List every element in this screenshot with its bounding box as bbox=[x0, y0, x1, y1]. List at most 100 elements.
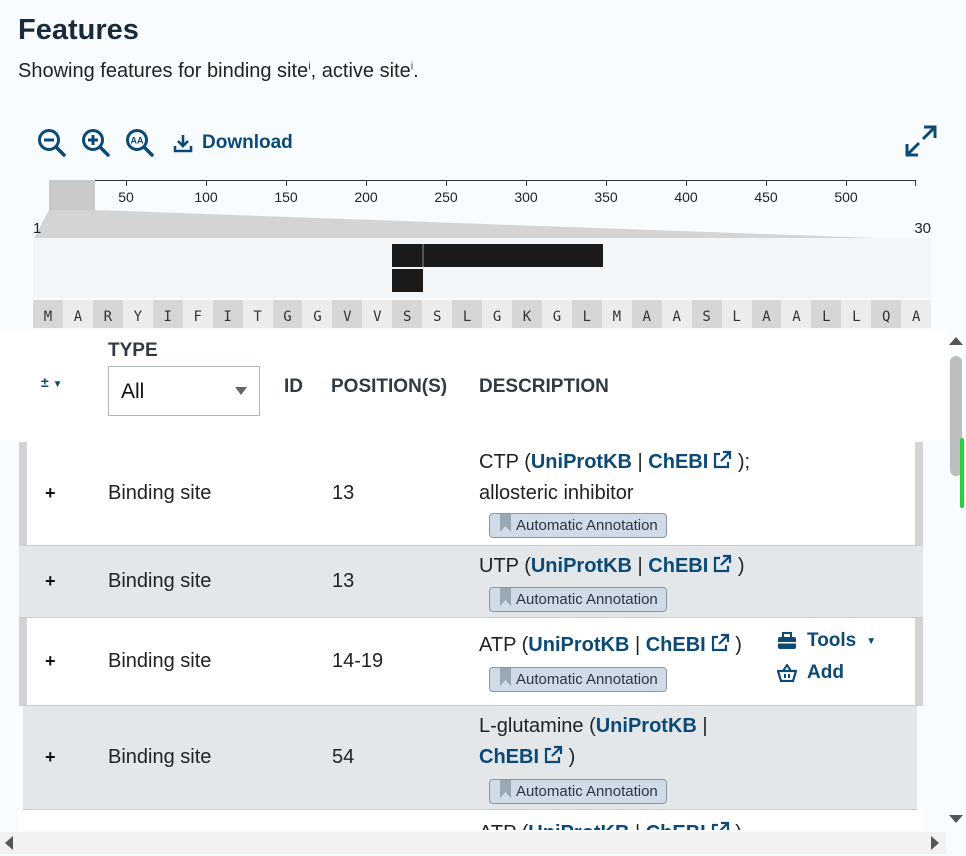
caret-down-icon: ▼ bbox=[866, 635, 877, 647]
evidence-badge[interactable]: Automatic Annotation bbox=[489, 667, 667, 692]
scroll-right-icon[interactable] bbox=[928, 833, 942, 853]
table-row: + Binding site 13 UTP (UniProtKB | ChEBI… bbox=[19, 546, 923, 618]
residue[interactable]: T bbox=[242, 300, 273, 328]
feature-type: Binding site bbox=[108, 570, 212, 592]
feature-type: Binding site bbox=[108, 650, 212, 672]
residue[interactable]: V bbox=[332, 300, 363, 328]
ruler-tick bbox=[446, 180, 447, 186]
navigation-brush[interactable] bbox=[49, 180, 95, 212]
ruler-tick bbox=[126, 180, 127, 186]
subtitle-prefix: Showing features for bbox=[18, 60, 207, 82]
residue[interactable]: A bbox=[62, 300, 93, 328]
feature-bar[interactable] bbox=[392, 244, 603, 267]
residue[interactable]: R bbox=[92, 300, 123, 328]
vertical-scrollbar[interactable] bbox=[946, 332, 966, 830]
scroll-left-icon[interactable] bbox=[2, 833, 16, 853]
info-icon[interactable]: i bbox=[410, 60, 414, 73]
residue[interactable]: I bbox=[152, 300, 183, 328]
evidence-badge[interactable]: Automatic Annotation bbox=[489, 587, 667, 612]
residue[interactable]: A bbox=[901, 300, 932, 328]
table-row: ATP (UniProtKB | ChEBI ) bbox=[19, 810, 923, 830]
info-icon[interactable]: i bbox=[308, 60, 311, 73]
residue[interactable]: L bbox=[841, 300, 872, 328]
residue[interactable]: Q bbox=[871, 300, 902, 328]
residue[interactable]: G bbox=[302, 300, 333, 328]
expand-row-button[interactable]: + bbox=[45, 571, 56, 591]
download-button[interactable]: Download bbox=[172, 132, 293, 154]
ruler-tick-label: 250 bbox=[434, 189, 458, 205]
uniprotkb-link[interactable]: UniProtKB bbox=[530, 451, 632, 473]
residue[interactable]: G bbox=[482, 300, 512, 328]
scroll-down-icon[interactable] bbox=[946, 812, 966, 826]
chebi-link[interactable]: ChEBI bbox=[645, 634, 706, 656]
ligand-name: UTP bbox=[479, 555, 519, 577]
ruler-tick-label: 450 bbox=[754, 189, 778, 205]
expand-row-button[interactable]: + bbox=[45, 651, 56, 671]
residue[interactable]: G bbox=[272, 300, 303, 328]
add-label: Add bbox=[807, 662, 844, 683]
residue[interactable]: L bbox=[811, 300, 842, 328]
uniprotkb-link[interactable]: UniProtKB bbox=[530, 555, 632, 577]
expand-row-button[interactable]: + bbox=[45, 747, 56, 767]
chebi-link[interactable]: ChEBI bbox=[648, 555, 709, 577]
residue[interactable]: K bbox=[512, 300, 542, 328]
column-description: DESCRIPTION bbox=[479, 376, 609, 397]
tools-dropdown[interactable]: Tools ▼ bbox=[777, 630, 876, 652]
feature-bar[interactable] bbox=[392, 269, 423, 292]
chebi-link[interactable]: ChEBI bbox=[479, 746, 539, 768]
residue[interactable]: A bbox=[751, 300, 782, 328]
uniprotkb-link[interactable]: UniProtKB bbox=[595, 715, 697, 737]
residue[interactable]: Y bbox=[122, 300, 153, 328]
row-actions: Tools ▼ Add bbox=[777, 630, 876, 694]
residue[interactable]: F bbox=[182, 300, 213, 328]
ligand-name: L-glutamine bbox=[479, 715, 584, 737]
ruler-tick bbox=[286, 180, 287, 186]
ligand-name: ATP bbox=[479, 634, 517, 656]
bookmark-icon bbox=[500, 588, 511, 606]
residue[interactable]: L bbox=[452, 300, 483, 328]
expand-all-toggle[interactable]: ± ▼ bbox=[41, 374, 62, 390]
zoom-out-icon[interactable] bbox=[36, 127, 68, 159]
residue[interactable]: S bbox=[422, 300, 453, 328]
ruler-tick bbox=[606, 180, 607, 186]
feature-position: 54 bbox=[332, 746, 355, 768]
page-title: Features bbox=[18, 14, 139, 46]
expand-icon[interactable] bbox=[904, 124, 938, 158]
residue[interactable]: M bbox=[601, 300, 632, 328]
residue[interactable]: A bbox=[631, 300, 662, 328]
scroll-up-icon[interactable] bbox=[946, 334, 966, 348]
uniprotkb-link[interactable]: UniProtKB bbox=[528, 634, 630, 656]
bookmark-icon bbox=[500, 668, 511, 686]
link-separator: | bbox=[637, 555, 643, 577]
residue[interactable]: A bbox=[781, 300, 812, 328]
zoom-in-icon[interactable] bbox=[80, 127, 112, 159]
ruler-tick bbox=[526, 180, 527, 186]
residue[interactable]: L bbox=[721, 300, 752, 328]
evidence-badge[interactable]: Automatic Annotation bbox=[489, 513, 667, 538]
chebi-link[interactable]: ChEBI bbox=[648, 451, 709, 473]
residue[interactable]: S bbox=[392, 300, 423, 328]
chebi-link[interactable]: ChEBI bbox=[646, 822, 706, 830]
expand-row-button[interactable]: + bbox=[45, 483, 56, 503]
residue[interactable]: V bbox=[362, 300, 393, 328]
badge-label: Automatic Annotation bbox=[516, 671, 658, 688]
feature-type: Binding site bbox=[108, 746, 212, 768]
desc-tail: ) bbox=[737, 555, 745, 577]
uniprotkb-link[interactable]: UniProtKB bbox=[528, 822, 629, 830]
residue[interactable]: L bbox=[571, 300, 602, 328]
table-row: + Binding site 54 L-glutamine (UniProtKB… bbox=[23, 706, 917, 810]
evidence-badge[interactable]: Automatic Annotation bbox=[489, 779, 667, 804]
feature-description: L-glutamine (UniProtKB | ChEBI ) bbox=[479, 715, 708, 768]
residue[interactable]: A bbox=[661, 300, 692, 328]
residue[interactable]: M bbox=[33, 300, 63, 328]
scrollbar-thumb[interactable] bbox=[950, 356, 962, 476]
residue[interactable]: S bbox=[691, 300, 722, 328]
type-filter-select[interactable]: All bbox=[108, 366, 260, 416]
subtitle-suffix: . bbox=[413, 60, 419, 82]
add-to-basket-button[interactable]: Add bbox=[777, 662, 876, 684]
ruler-tick-label: 400 bbox=[674, 189, 698, 205]
zoom-reset-icon[interactable]: AA bbox=[124, 127, 156, 159]
horizontal-scrollbar[interactable] bbox=[0, 832, 946, 854]
residue[interactable]: G bbox=[541, 300, 572, 328]
residue[interactable]: I bbox=[212, 300, 243, 328]
